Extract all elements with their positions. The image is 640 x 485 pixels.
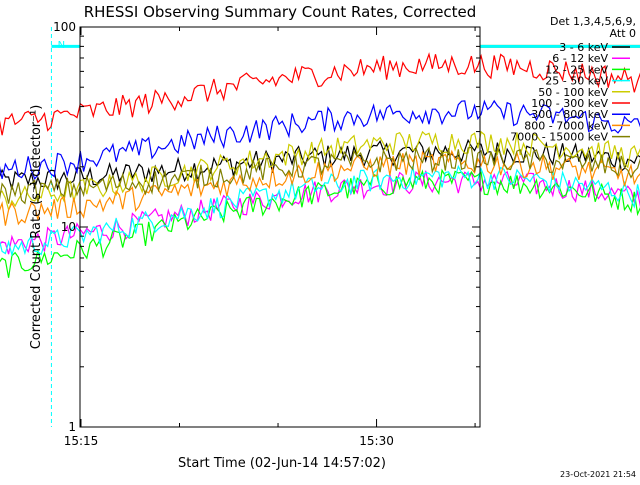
chart-title: RHESSI Observing Summary Count Rates, Co… <box>84 3 477 21</box>
x-tick-label: 15:30 <box>359 434 394 448</box>
legend-label-8: 7000 - 15000 keV <box>510 131 608 144</box>
series-line-7 <box>0 149 640 226</box>
x-axis-label: Start Time (02-Jun-14 14:57:02) <box>178 456 386 471</box>
series-line-1 <box>0 170 640 255</box>
series-layer <box>0 52 640 278</box>
legend-header-line-2: Att 0 <box>610 27 636 40</box>
series-line-3 <box>0 164 640 257</box>
footer-date: 23-Oct-2021 21:54 <box>560 470 636 479</box>
x-axis: 15:15 15:30 <box>64 27 476 448</box>
legend-label-7: 800 - 7000 keV <box>524 119 608 132</box>
y-tick-label: 10 <box>61 220 76 234</box>
y-axis: 1 10 100 <box>53 20 480 434</box>
legend-label-1: 6 - 12 keV <box>552 52 608 65</box>
flag-marker-N: N <box>58 40 65 51</box>
plot-frame <box>79 26 481 428</box>
series-line-8 <box>0 146 640 205</box>
legend-label-3: 25 - 50 keV <box>545 75 608 88</box>
series-line-6 <box>0 99 640 180</box>
y-tick-label: 100 <box>53 20 76 34</box>
legend-label-5: 100 - 300 keV <box>531 97 608 110</box>
y-axis-label: Corrected Count Rate (s⁻¹ detector⁻¹) <box>29 105 44 350</box>
legend-header-line-1: Det 1,3,4,5,6,9, <box>550 15 636 28</box>
x-tick-label: 15:15 <box>64 434 99 448</box>
legend-label-4: 50 - 100 keV <box>538 86 608 99</box>
series-line-2 <box>0 168 640 278</box>
legend-label-0: 3 - 6 keV <box>559 41 608 54</box>
legend-label-6: 300 - 800 keV <box>531 108 608 121</box>
legend-label-2: 12 - 25 keV <box>545 63 608 76</box>
series-line-5 <box>0 52 640 136</box>
y-tick-label: 1 <box>68 420 76 434</box>
